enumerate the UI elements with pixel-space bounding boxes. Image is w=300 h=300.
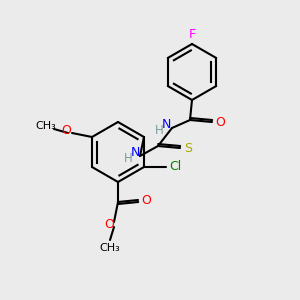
Text: O: O xyxy=(104,218,114,230)
Text: O: O xyxy=(215,116,225,128)
Text: CH₃: CH₃ xyxy=(36,121,56,131)
Text: H: H xyxy=(124,152,132,166)
Text: O: O xyxy=(141,194,151,206)
Text: N: N xyxy=(130,146,140,160)
Text: N: N xyxy=(161,118,171,131)
Text: F: F xyxy=(188,28,196,41)
Text: H: H xyxy=(154,124,164,137)
Text: Cl: Cl xyxy=(169,160,181,173)
Text: O: O xyxy=(61,124,71,137)
Text: CH₃: CH₃ xyxy=(100,243,120,253)
Text: S: S xyxy=(184,142,192,154)
